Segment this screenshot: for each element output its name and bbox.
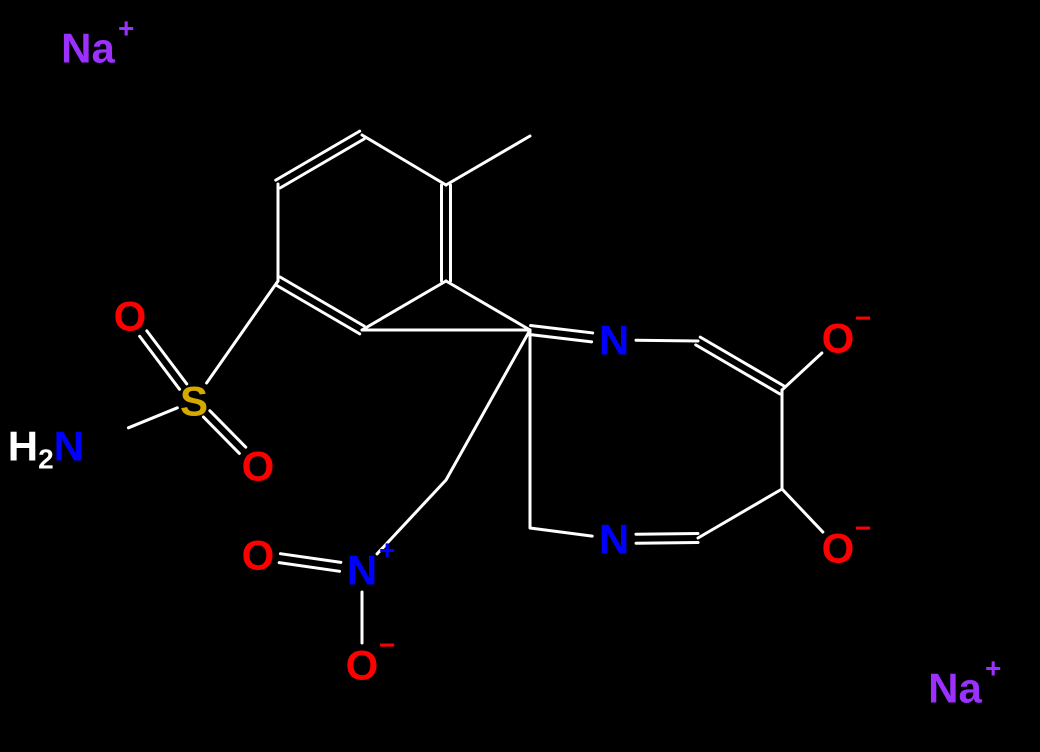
atom-label-Na2: Na bbox=[928, 665, 982, 712]
atom-label-O_nitro1: O bbox=[242, 532, 275, 579]
atom-O_S2: O bbox=[242, 443, 275, 490]
atom-label-N_nitro: N bbox=[347, 547, 377, 594]
atom-label-O_S2: O bbox=[242, 443, 275, 490]
atom-charge-O_ox1: − bbox=[855, 303, 871, 334]
atom-label-Na1: Na bbox=[61, 25, 115, 72]
atom-Na1: Na+ bbox=[61, 13, 134, 72]
atom-O_ox2: O− bbox=[822, 513, 872, 572]
atom-O_S1: O bbox=[114, 293, 147, 340]
atom-label-N2: N bbox=[599, 516, 629, 563]
atom-label-O_nitro2: O bbox=[346, 642, 379, 689]
atom-charge-Na2: + bbox=[985, 653, 1001, 684]
atom-charge-O_nitro2: − bbox=[379, 630, 395, 661]
atom-label-S: S bbox=[180, 378, 208, 425]
atom-label-O_S1: O bbox=[114, 293, 147, 340]
atom-O_nitro2: O− bbox=[346, 630, 396, 689]
atom-N_amide: H2N bbox=[8, 423, 84, 475]
atom-S: S bbox=[180, 378, 208, 425]
svg-text:H2N: H2N bbox=[8, 423, 84, 475]
atom-label-O_ox2: O bbox=[822, 525, 855, 572]
atom-N_nitro: N+ bbox=[347, 535, 396, 594]
atom-Na2: Na+ bbox=[928, 653, 1001, 712]
atom-charge-O_ox2: − bbox=[855, 513, 871, 544]
atom-charge-N_nitro: + bbox=[379, 535, 395, 566]
molecule-canvas: SOOH2NN+OO−NNO−O−Na+Na+ bbox=[0, 0, 1040, 752]
atom-label-O_ox1: O bbox=[822, 315, 855, 362]
atom-label-N1: N bbox=[599, 317, 629, 364]
atom-N2: N bbox=[599, 516, 629, 563]
atom-charge-Na1: + bbox=[118, 13, 134, 44]
atom-O_ox1: O− bbox=[822, 303, 872, 362]
atom-O_nitro1: O bbox=[242, 532, 275, 579]
atom-N1: N bbox=[599, 317, 629, 364]
